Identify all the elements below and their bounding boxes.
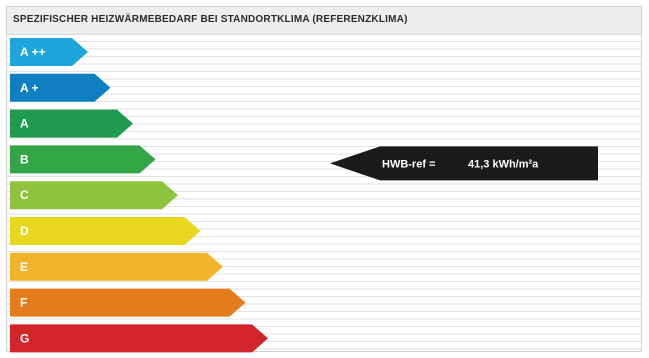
energy-class-label-4: B xyxy=(20,152,29,166)
energy-class-label-2: A + xyxy=(20,81,39,95)
energy-class-label-9: G xyxy=(20,331,29,345)
rating-marker: HWB-ref = 41,3 kWh/m²a xyxy=(330,146,598,181)
energy-class-label-5: C xyxy=(20,188,29,202)
grid-lines xyxy=(7,33,641,350)
energy-class-bar-1 xyxy=(10,38,88,66)
energy-class-label-7: E xyxy=(20,260,28,274)
energy-class-bar-7 xyxy=(10,252,223,281)
chart-title: SPEZIFISCHER HEIZWÄRMEBEDARF BEI STANDOR… xyxy=(13,14,408,25)
energy-class-label-6: D xyxy=(20,224,29,238)
energy-class-bar-8 xyxy=(10,288,246,317)
energy-class-label-1: A ++ xyxy=(20,45,46,59)
energy-class-bar-3 xyxy=(10,109,133,138)
energy-class-bars: A ++ A + A B C D E F G xyxy=(10,38,268,353)
energy-class-bar-9 xyxy=(10,324,268,353)
energy-class-bar-5 xyxy=(10,181,178,210)
energy-class-label-8: F xyxy=(20,296,27,310)
header-bar: SPEZIFISCHER HEIZWÄRMEBEDARF BEI STANDOR… xyxy=(7,7,641,35)
rating-marker-arrow xyxy=(330,146,598,181)
energy-class-label-3: A xyxy=(20,117,29,131)
energy-class-bar-4 xyxy=(10,145,156,174)
rating-marker-value: 41,3 kWh/m²a xyxy=(468,158,539,170)
energy-class-bar-2 xyxy=(10,73,111,102)
energy-class-bar-6 xyxy=(10,217,201,245)
rating-marker-label: HWB-ref = xyxy=(382,158,435,170)
